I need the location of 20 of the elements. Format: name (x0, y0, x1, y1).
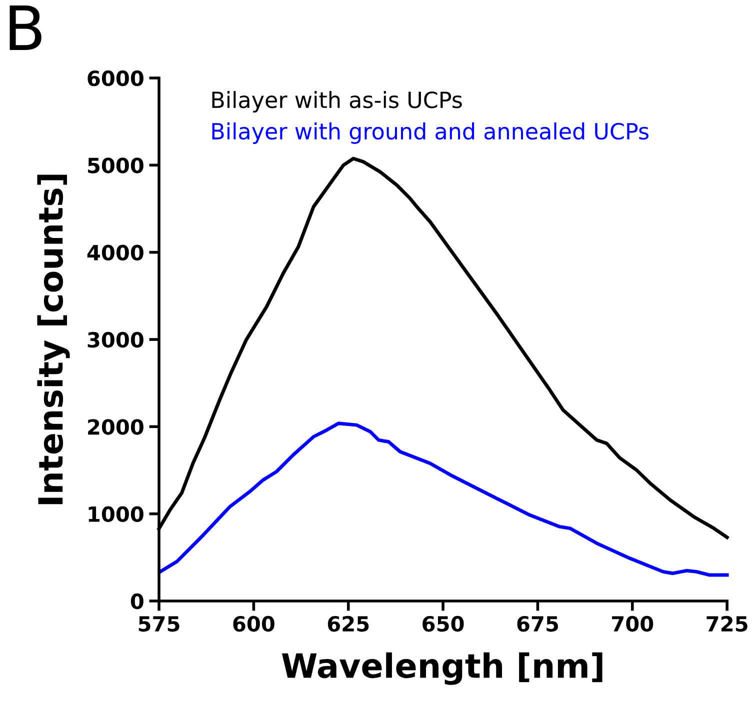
y-tick-label: 2000 (88, 419, 144, 435)
y-axis-title: Intensity [counts] (37, 174, 70, 504)
y-tick-label: 3000 (88, 332, 144, 348)
text: Bilayer with as-is UCPs (212, 91, 462, 113)
y-tick-label: 4000 (87, 244, 144, 261)
x-tick-label: 675 (517, 616, 558, 632)
line-series (158, 422, 729, 577)
x-tick-label: 625 (328, 616, 369, 632)
x-tick-label: 600 (233, 616, 274, 632)
x-axis-title: Wavelength [nm] (282, 652, 602, 685)
y-tick-label: 0 (130, 593, 144, 610)
text: Bilayer with ground and annealed UCPs (212, 122, 648, 144)
y-tick-label: 6000 (88, 70, 144, 86)
x-tick-label: 725 (706, 616, 748, 632)
x-tick-label: 650 (422, 616, 464, 632)
y-tick-label: 5000 (88, 158, 144, 174)
x-tick-label: 575 (138, 616, 180, 632)
x-tick-label: 700 (612, 616, 654, 632)
text: B (10, 5, 42, 50)
y-tick-label: 1000 (88, 506, 144, 522)
